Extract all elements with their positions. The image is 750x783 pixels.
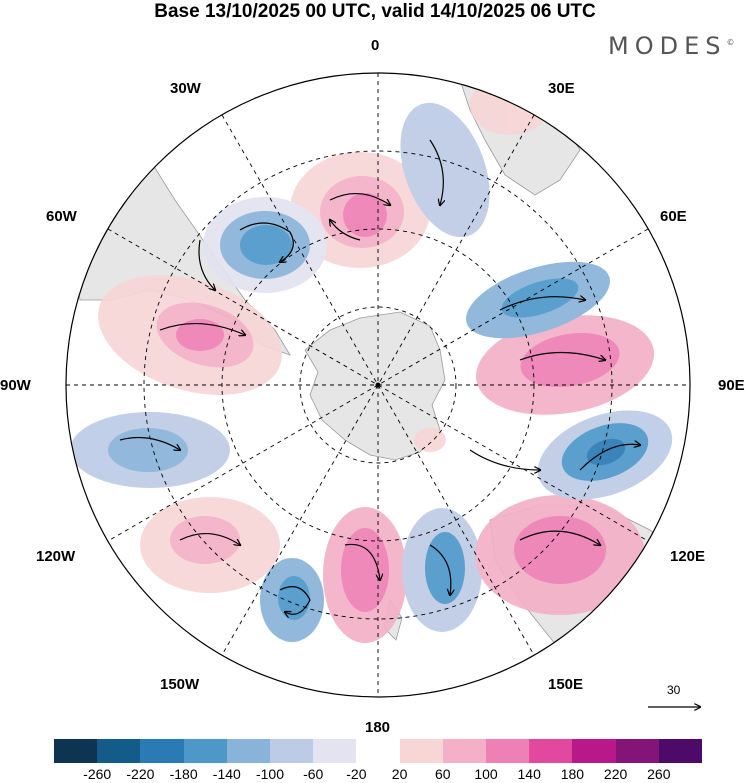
label-180: 180 [365, 719, 391, 736]
antarctica-land [304, 311, 446, 461]
colorbar-tick-label: -100 [255, 766, 285, 782]
label-90e: 90E [718, 377, 745, 394]
colorbar-tick-label: 220 [603, 766, 628, 782]
reference-vector-label: 30 [667, 683, 681, 697]
colorbar-swatch [183, 739, 227, 763]
brand-mark: © [726, 38, 735, 47]
colorbar-tick-label: 140 [517, 766, 541, 782]
colorbar-swatch [572, 739, 616, 763]
colorbar-swatch [486, 739, 530, 763]
brand-logo: MODES© [608, 32, 734, 60]
colorbar-tick-label: -220 [126, 766, 155, 782]
colorbar-tick-label: -140 [212, 766, 241, 782]
map-title: Base 13/10/2025 00 UTC, valid 14/10/2025… [154, 1, 596, 22]
colorbar-tick-label: 20 [391, 766, 408, 782]
colorbar-tick-label: 260 [647, 766, 671, 782]
colorbar-tick-label: 60 [435, 766, 451, 782]
colorbar-tick-label: -20 [346, 766, 367, 782]
colorbar-tick-label: 100 [474, 766, 498, 782]
label-60e: 60E [660, 208, 687, 225]
colorbar-swatch [140, 739, 184, 763]
wind-streamlines [119, 139, 640, 614]
label-150w: 150W [160, 676, 200, 693]
label-90w: 90W [0, 377, 31, 394]
colorbar-swatch [529, 739, 573, 763]
map-border [65, 72, 691, 698]
label-30e: 30E [548, 80, 575, 97]
label-120w: 120W [36, 548, 76, 565]
colorbar [54, 739, 703, 763]
label-30w: 30W [170, 80, 201, 97]
brand-name: MODES [608, 32, 727, 60]
label-0: 0 [371, 37, 380, 54]
colorbar-tick-label: -260 [83, 766, 112, 782]
colorbar-swatch [270, 739, 314, 763]
colorbar-swatch [615, 739, 659, 763]
colorbar-swatch [442, 739, 487, 763]
anomaly-shading [70, 75, 673, 643]
colorbar-tick-label: -180 [169, 766, 198, 782]
colorbar-swatch [313, 739, 357, 763]
label-120e: 120E [670, 548, 706, 565]
pole-marker [375, 382, 381, 388]
label-150e: 150E [548, 676, 584, 693]
colorbar-swatch [356, 739, 400, 763]
colorbar-tick-label: -60 [303, 766, 324, 782]
colorbar-swatch [658, 739, 703, 763]
colorbar-tick-label: 180 [560, 766, 585, 782]
colorbar-swatch [54, 739, 98, 763]
colorbar-swatch [399, 739, 443, 763]
label-60w: 60W [46, 208, 77, 225]
colorbar-swatch [226, 739, 271, 763]
colorbar-swatch [97, 739, 141, 763]
